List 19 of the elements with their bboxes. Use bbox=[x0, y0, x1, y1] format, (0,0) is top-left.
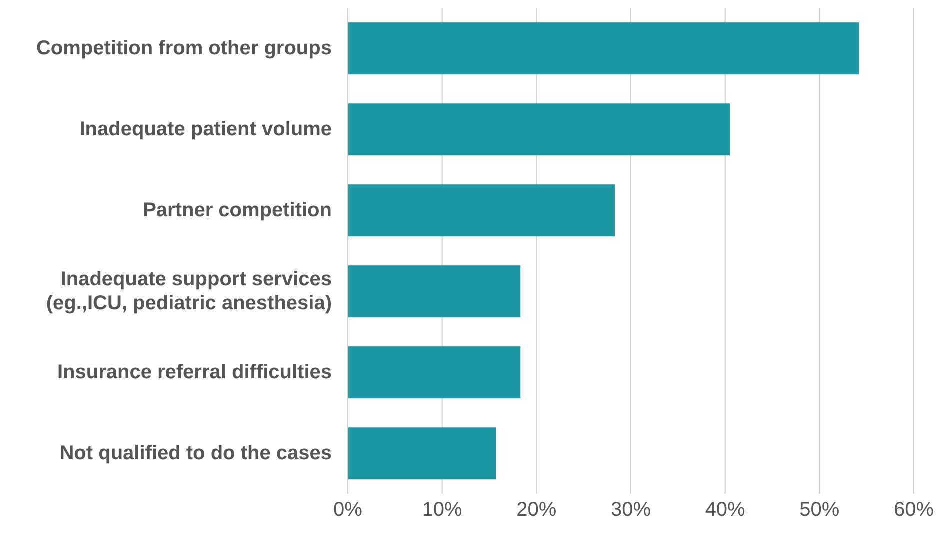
bar bbox=[348, 104, 730, 156]
bar bbox=[348, 184, 615, 237]
x-tick-label: 60% bbox=[894, 499, 934, 522]
bar bbox=[348, 22, 860, 75]
y-tick-label: Insurance referral difficulties bbox=[57, 362, 332, 384]
y-tick-label: Partner competition bbox=[143, 200, 332, 222]
y-tick-label: Competition from other groups bbox=[36, 38, 332, 60]
x-tick-label: 20% bbox=[516, 499, 557, 522]
y-tick-label: Not qualified to do the cases bbox=[60, 442, 332, 464]
y-tick-label: Inadequate support services (eg.,ICU, pediatric anesthesia) bbox=[46, 268, 332, 314]
y-tick-label: Inadequate patient volume bbox=[80, 118, 332, 140]
bar bbox=[348, 346, 521, 399]
bar bbox=[348, 266, 521, 318]
x-tick-label: 50% bbox=[800, 499, 840, 522]
x-tick-label: 30% bbox=[610, 499, 652, 522]
bar bbox=[348, 428, 496, 480]
x-tick-label: 10% bbox=[422, 499, 463, 522]
x-tick-label: 0% bbox=[334, 499, 363, 522]
x-tick-label: 40% bbox=[705, 499, 746, 522]
